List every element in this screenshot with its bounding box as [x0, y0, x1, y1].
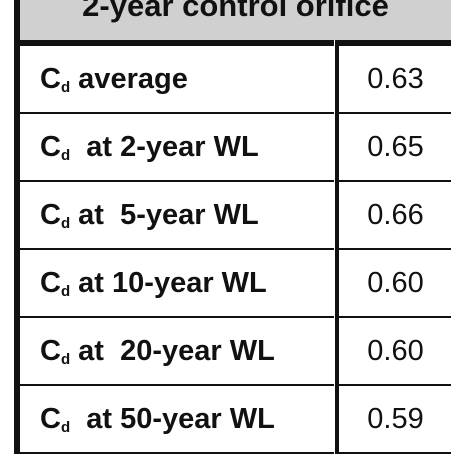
table-title: 2-year control orifice	[82, 0, 389, 23]
table-row: Cd average 0.63	[20, 46, 451, 114]
table-row: Cd at 10-year WL 0.60	[20, 250, 451, 318]
coefficient-subscript: d	[60, 419, 71, 436]
row-label: Cd at 50-year WL	[40, 386, 275, 452]
coefficient-subscript: d	[60, 79, 71, 96]
row-label: Cd average	[40, 46, 188, 112]
row-label-text: at 10-year WL	[70, 267, 267, 299]
coefficient-subscript: d	[60, 351, 71, 368]
coefficient-subscript: d	[60, 147, 71, 164]
row-label: Cd at 5-year WL	[40, 182, 259, 248]
table-row: Cd at 5-year WL 0.66	[20, 182, 451, 250]
row-label-text: at 20-year WL	[70, 335, 275, 367]
table-row: Cd at 50-year WL 0.59	[20, 386, 451, 454]
table-header: 2-year control orifice	[20, 0, 451, 46]
coefficient-symbol: C	[40, 403, 61, 435]
row-label: Cd at 20-year WL	[40, 318, 275, 384]
coefficient-symbol: C	[40, 199, 61, 231]
column-divider	[334, 40, 339, 454]
row-label-text: at 5-year WL	[70, 199, 259, 231]
coefficient-symbol: C	[40, 267, 61, 299]
coefficient-subscript: d	[60, 283, 71, 300]
coefficient-symbol: C	[40, 131, 61, 163]
table-row: Cd at 2-year WL 0.65	[20, 114, 451, 182]
row-label-text: at 2-year WL	[70, 131, 259, 163]
row-value: 0.63	[367, 63, 424, 95]
table-body: Cd average 0.63 Cd at 2-year WL 0.65 Cd …	[20, 46, 451, 454]
row-label: Cd at 10-year WL	[40, 250, 267, 316]
row-value: 0.60	[367, 267, 424, 299]
row-label-text: at 50-year WL	[70, 403, 275, 435]
row-value: 0.59	[367, 403, 424, 435]
row-value: 0.60	[367, 335, 424, 367]
table-row: Cd at 20-year WL 0.60	[20, 318, 451, 386]
coefficient-subscript: d	[60, 215, 71, 232]
row-label: Cd at 2-year WL	[40, 114, 259, 180]
coefficient-symbol: C	[40, 335, 61, 367]
row-value: 0.66	[367, 199, 424, 231]
row-value: 0.65	[367, 131, 424, 163]
table-left-border	[14, 0, 20, 454]
row-label-text: average	[70, 63, 188, 95]
coefficient-symbol: C	[40, 63, 61, 95]
